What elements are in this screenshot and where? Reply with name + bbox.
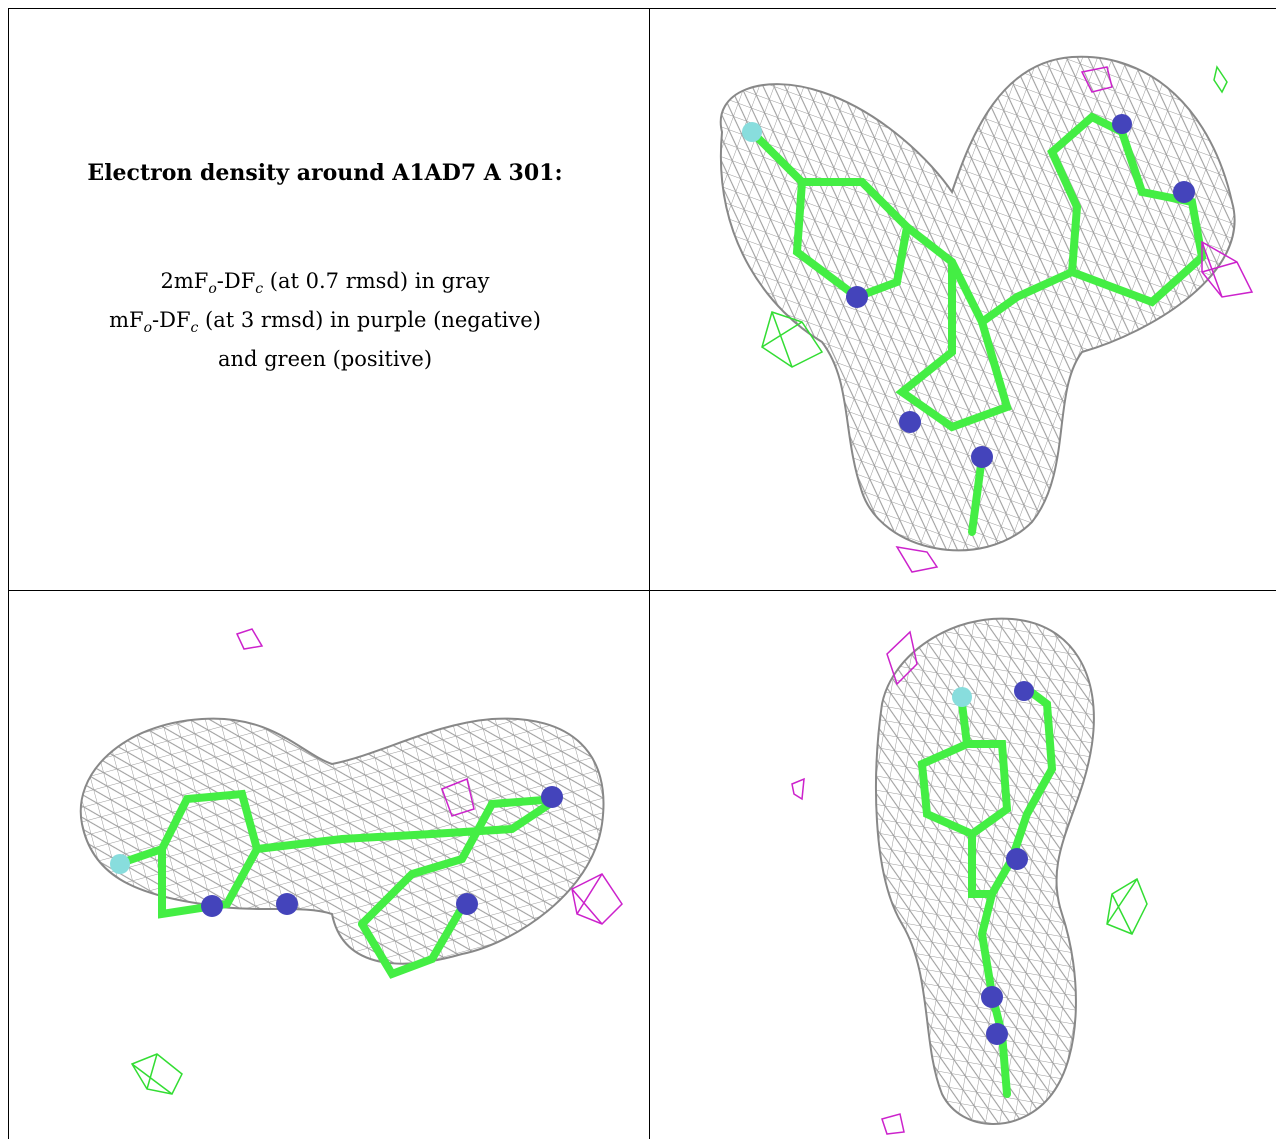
density-render-top: [719, 55, 1254, 573]
density-render-side: [79, 628, 623, 1095]
density-panel-side-view: [12, 594, 646, 1139]
legend-line-2fofc: 2mFo-DFc (at 0.7 rmsd) in gray: [160, 269, 490, 298]
mesh-negative-side-3: [571, 873, 623, 925]
mesh-negative-top-1: [1201, 240, 1254, 298]
caption-legend: 2mFo-DFc (at 0.7 rmsd) in gray mFo-DFc (…: [10, 266, 640, 375]
mesh-positive-end-1: [1106, 877, 1148, 935]
ligand-bonds-top: [748, 112, 1207, 536]
density-render-end: [791, 617, 1148, 1135]
mesh-positive-side-1: [130, 1053, 183, 1095]
mesh-negative-top-3: [1080, 66, 1113, 93]
density-panel-top-view: [652, 12, 1272, 587]
atoms-side: [110, 786, 563, 917]
border-middle-vertical: [649, 8, 650, 1139]
mesh-negative-side-2: [441, 777, 475, 817]
caption-cell: Electron density around A1AD7 A 301: 2mF…: [10, 160, 640, 375]
mesh-negative-side-1: [235, 628, 264, 650]
density-panel-end-view: [652, 594, 1272, 1139]
border-top: [8, 8, 1276, 9]
mesh-2fofc-end: [875, 617, 1095, 1125]
border-middle-horizontal: [8, 590, 1276, 591]
caption-title: Electron density around A1AD7 A 301:: [87, 160, 563, 186]
mesh-negative-end-3: [886, 630, 918, 686]
atoms-top: [742, 114, 1195, 468]
legend-line-colors: and green (positive): [217, 347, 433, 372]
mesh-negative-top-2: [895, 545, 939, 573]
border-left: [8, 8, 9, 1139]
mesh-positive-top-2: [1213, 65, 1228, 94]
mesh-negative-end-2: [881, 1113, 905, 1135]
legend-line-fofc: mFo-DFc (at 3 rmsd) in purple (negative): [109, 308, 541, 337]
mesh-positive-top-1: [761, 311, 824, 368]
ligand-bonds-side: [123, 789, 561, 979]
ligand-bonds-end: [917, 685, 1057, 1098]
atoms-end: [952, 681, 1034, 1045]
mesh-negative-end-1: [791, 777, 805, 801]
